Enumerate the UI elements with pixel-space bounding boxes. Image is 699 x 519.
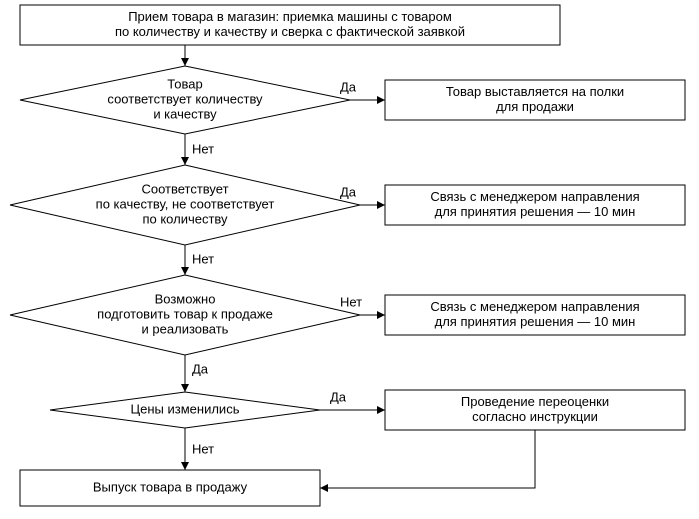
node-d2-text-line-0: Соответствует xyxy=(141,181,228,196)
node-d1-text-line-1: соответствует количеству xyxy=(107,91,263,106)
edge-label-d2-d3: Нет xyxy=(192,251,214,266)
node-r2-text-line-0: Связь с менеджером направления xyxy=(430,189,639,204)
edge-label-d4-r4: Да xyxy=(330,389,347,404)
node-r4-text-line-0: Проведение переоценки xyxy=(461,394,609,409)
edge-label-d3-r3: Нет xyxy=(340,294,362,309)
node-d4: Цены изменились xyxy=(50,392,320,428)
node-r3-text-line-0: Связь с менеджером направления xyxy=(430,299,639,314)
edge-r4-end xyxy=(320,430,535,488)
node-r4: Проведение переоценкисогласно инструкции xyxy=(385,390,685,430)
node-d2-text-line-2: по количеству xyxy=(142,211,228,226)
node-r1: Товар выставляется на полкидля продажи xyxy=(385,80,685,120)
node-d3-text-line-2: и реализовать xyxy=(142,321,229,336)
node-d1: Товарсоответствует количествуи качеству xyxy=(20,66,350,134)
edge-label-d3-d4: Да xyxy=(192,361,209,376)
node-d2: Соответствуетпо качеству, не соответству… xyxy=(10,165,360,245)
node-d2-text-line-1: по качеству, не соответствует xyxy=(96,196,275,211)
node-r1-text-line-0: Товар выставляется на полки xyxy=(446,84,624,99)
node-start: Прием товара в магазин: приемка машины с… xyxy=(20,5,560,45)
node-start-text-line-0: Прием товара в магазин: приемка машины с… xyxy=(128,9,452,24)
node-end: Выпуск товара в продажу xyxy=(20,470,320,506)
node-end-text-line-0: Выпуск товара в продажу xyxy=(93,479,248,494)
node-d3: Возможноподготовить товар к продажеи реа… xyxy=(10,275,360,355)
edge-label-d1-r1: Да xyxy=(340,79,357,94)
node-r3: Связь с менеджером направлениядля принят… xyxy=(385,295,685,335)
node-r1-text-line-1: для продажи xyxy=(496,99,574,114)
edge-label-d1-d2: Нет xyxy=(192,141,214,156)
node-d3-text-line-0: Возможно xyxy=(155,291,216,306)
edge-label-d4-end: Нет xyxy=(192,441,214,456)
node-r3-text-line-1: для принятия решения — 10 мин xyxy=(435,314,636,329)
node-r4-text-line-1: согласно инструкции xyxy=(472,409,598,424)
node-d1-text-line-2: и качеству xyxy=(153,106,217,121)
node-d4-text-line-0: Цены изменились xyxy=(131,401,240,416)
node-d3-text-line-1: подготовить товар к продаже xyxy=(97,306,273,321)
node-d1-text-line-0: Товар xyxy=(167,76,202,91)
node-start-text-line-1: по количеству и качеству и сверка с факт… xyxy=(115,24,465,39)
edge-label-d2-r2: Да xyxy=(340,184,357,199)
node-r2: Связь с менеджером направлениядля принят… xyxy=(385,185,685,225)
node-r2-text-line-1: для принятия решения — 10 мин xyxy=(435,204,636,219)
